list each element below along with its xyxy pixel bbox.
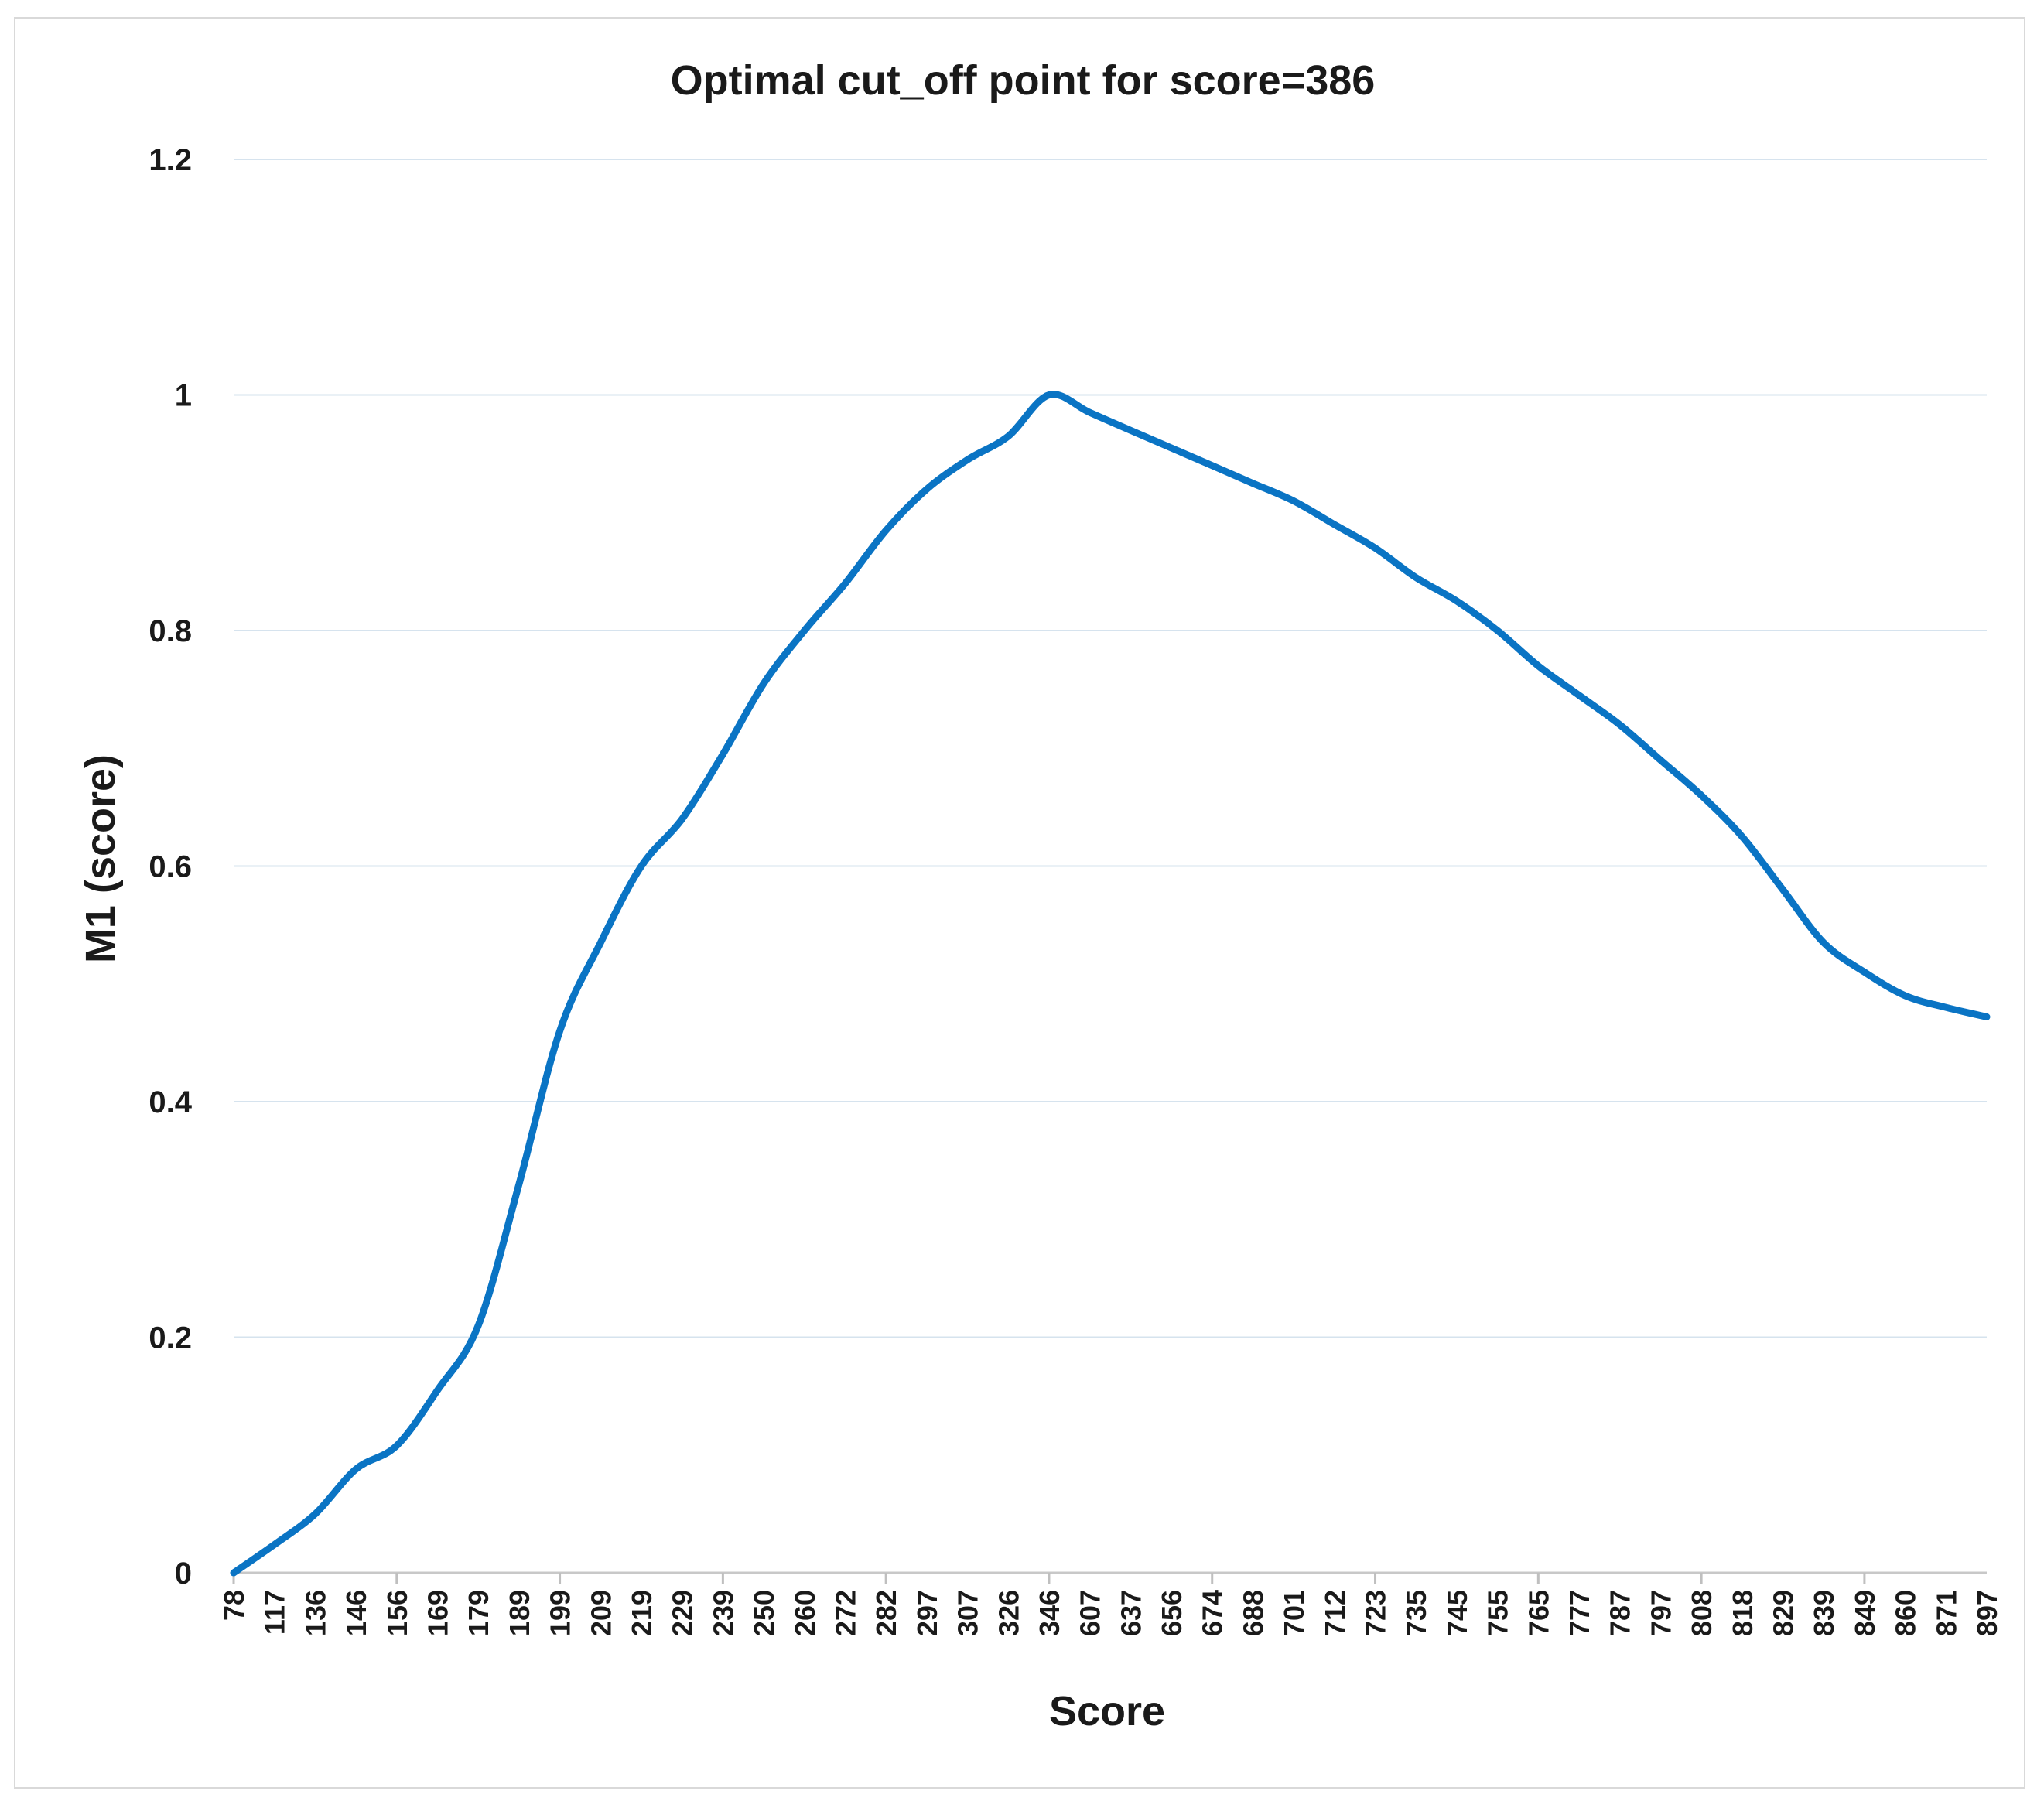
x-tick-label: 765	[1523, 1590, 1554, 1636]
x-tick-label: 78	[218, 1590, 250, 1621]
x-tick-label: 239	[707, 1590, 739, 1636]
x-tick-label: 777	[1564, 1590, 1595, 1636]
x-tick-label: 229	[667, 1590, 699, 1636]
x-tick-label: 146	[340, 1590, 372, 1636]
x-tick-label: 637	[1115, 1590, 1147, 1636]
x-tick-label: 797	[1645, 1590, 1677, 1636]
chart-frame	[14, 17, 2025, 1789]
x-tick-label: 189	[504, 1590, 535, 1636]
x-tick-label: 787	[1605, 1590, 1636, 1636]
x-tick-label: 723	[1360, 1590, 1392, 1636]
x-tick-label: 156	[381, 1590, 413, 1636]
x-tick-label: 745	[1441, 1590, 1473, 1636]
y-tick-label: 0.6	[149, 850, 192, 884]
x-tick-label: 674	[1197, 1590, 1229, 1636]
x-tick-label: 209	[585, 1590, 617, 1636]
x-tick-label: 656	[1156, 1590, 1188, 1636]
x-tick-label: 199	[545, 1590, 576, 1636]
x-tick-label: 169	[422, 1590, 453, 1636]
y-axis: 0 0.2 0.4 0.6 0.8 1 1.2	[149, 143, 192, 1591]
x-tick-label: 219	[626, 1590, 658, 1636]
x-tick-label: 839	[1808, 1590, 1840, 1636]
x-tick-label: 688	[1237, 1590, 1269, 1636]
series-layer	[230, 391, 1991, 1577]
y-tick-label: 0	[175, 1557, 192, 1591]
x-tick-label: 272	[829, 1590, 861, 1636]
x-tick-label: 849	[1849, 1590, 1881, 1636]
x-tick-label: 260	[789, 1590, 821, 1636]
chart-title: Optimal cut_off point for score=386	[671, 57, 1376, 104]
x-tick-label: 860	[1890, 1590, 1922, 1636]
y-tick-label: 0.4	[149, 1085, 192, 1119]
series-line	[230, 391, 1991, 1577]
x-tick-label: 297	[911, 1590, 943, 1636]
y-tick-label: 1	[175, 379, 192, 413]
x-tick-label: 818	[1727, 1590, 1759, 1636]
y-tick-label: 1.2	[149, 143, 192, 177]
x-tick-label: 871	[1930, 1590, 1962, 1636]
x-tick-label: 282	[870, 1590, 902, 1636]
x-axis-title: Score	[1049, 1688, 1165, 1735]
x-tick-label: 346	[1034, 1590, 1065, 1636]
x-axis: 78 117 136 146 156 169 179 189 199 209 219 229 239 25…	[218, 1571, 2003, 1636]
x-tick-label: 897	[1971, 1590, 2003, 1636]
x-tick-label: 326	[993, 1590, 1024, 1636]
x-tick-label: 607	[1075, 1590, 1106, 1636]
x-tick-label: 829	[1768, 1590, 1800, 1636]
y-tick-label: 0.8	[149, 614, 192, 648]
x-tick-label: 179	[463, 1590, 494, 1636]
y-tick-label: 0.2	[149, 1321, 192, 1355]
x-tick-label: 735	[1400, 1590, 1432, 1636]
x-tick-label: 136	[299, 1590, 331, 1636]
gridlines	[234, 159, 1987, 1338]
x-tick-label: 701	[1278, 1590, 1310, 1636]
x-tick-label: 250	[748, 1590, 780, 1636]
x-tick-label: 117	[259, 1590, 291, 1635]
y-axis-title: M1 (score)	[77, 754, 124, 963]
x-tick-label: 307	[952, 1590, 984, 1636]
x-tick-label: 808	[1686, 1590, 1718, 1636]
x-tick-label: 755	[1482, 1590, 1514, 1636]
x-tick-label: 712	[1319, 1590, 1351, 1636]
